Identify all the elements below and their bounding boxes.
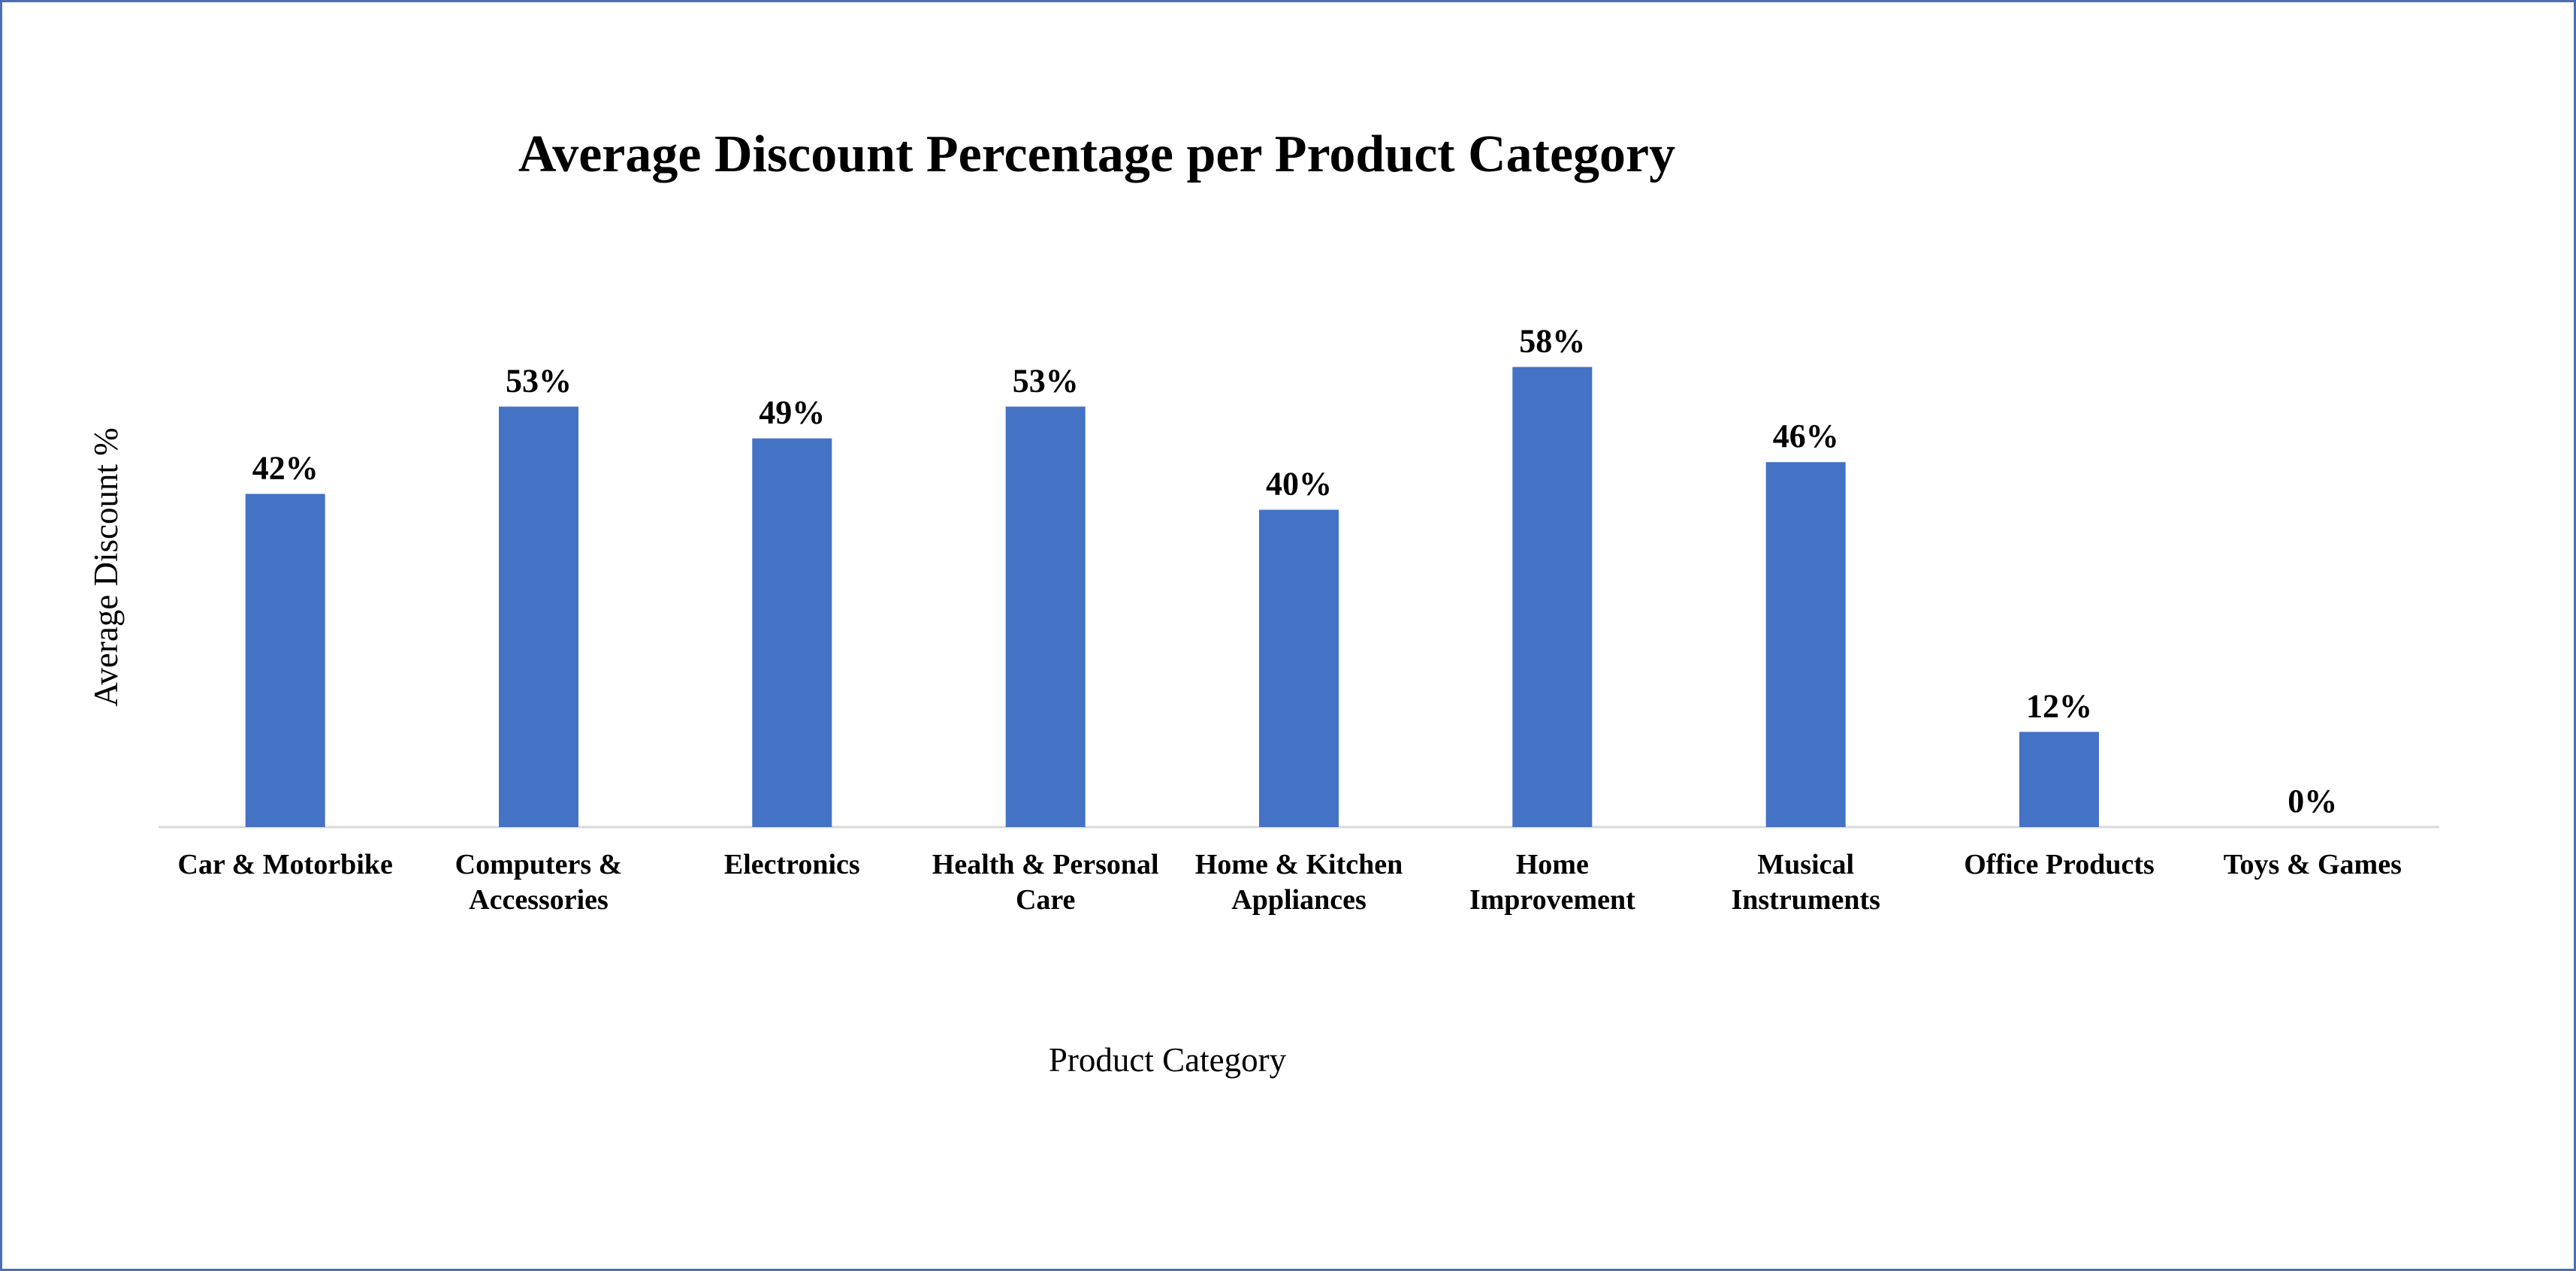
- category-tick-label-line: Computers &: [455, 849, 623, 880]
- bar-data-label: 53%: [1013, 362, 1079, 399]
- bar: [245, 494, 325, 827]
- bar: [1259, 509, 1339, 827]
- data-labels-group: 42% 53% 49% 53% 40% 58% 46% 12% 0%: [252, 323, 2338, 820]
- bar: [2019, 732, 2099, 827]
- bars-group: [245, 367, 2099, 827]
- bar: [1765, 462, 1846, 827]
- category-labels-group: Car & Motorbike Computers & Accessories Ele…: [178, 849, 2402, 916]
- category-tick-label-line: Appliances: [1231, 884, 1366, 916]
- bar-data-label: 53%: [506, 362, 572, 399]
- bar-data-label: 58%: [1519, 323, 1585, 360]
- category-tick-label-line: Home & Kitchen: [1195, 849, 1403, 880]
- chart-title: Average Discount Percentage per Product …: [518, 125, 1675, 183]
- category-tick-label-line: Electronics: [724, 849, 860, 880]
- bar-data-label: 40%: [1266, 466, 1332, 503]
- bar: [752, 438, 832, 827]
- category-tick-label-line: Health & Personal: [932, 849, 1159, 880]
- category-tick-label-line: Car & Motorbike: [178, 849, 393, 880]
- category-tick-label: Home Improvement: [1469, 849, 1635, 916]
- category-tick-label: Health & Personal Care: [932, 849, 1159, 916]
- bar: [1005, 406, 1086, 827]
- category-tick-label-line: Care: [1016, 884, 1076, 916]
- bar: [1512, 367, 1593, 827]
- bar-data-label: 12%: [2026, 687, 2092, 724]
- category-tick-label-line: Home: [1516, 849, 1589, 880]
- bar-data-label: 49%: [759, 394, 825, 431]
- x-axis-title: Product Category: [1049, 1041, 1287, 1079]
- category-tick-label-line: Musical: [1757, 849, 1854, 880]
- category-tick-label-line: Instruments: [1731, 884, 1880, 916]
- category-tick-label: Musical Instruments: [1731, 849, 1880, 916]
- y-axis-title: Average Discount %: [87, 427, 125, 707]
- category-tick-label: Car & Motorbike: [178, 849, 393, 880]
- category-tick-label: Office Products: [1964, 849, 2155, 880]
- category-tick-label-line: Office Products: [1964, 849, 2155, 880]
- bar-data-label: 46%: [1773, 418, 1839, 454]
- category-tick-label: Toys & Games: [2224, 849, 2402, 880]
- category-tick-label: Computers & Accessories: [455, 849, 623, 916]
- bar-data-label: 0%: [2288, 783, 2337, 820]
- bar-data-label: 42%: [252, 450, 319, 487]
- category-tick-label: Electronics: [724, 849, 860, 880]
- category-tick-label-line: Toys & Games: [2224, 849, 2402, 880]
- category-tick-label-line: Improvement: [1469, 884, 1635, 916]
- bar: [499, 406, 578, 827]
- category-tick-label-line: Accessories: [469, 884, 609, 916]
- category-tick-label: Home & Kitchen Appliances: [1195, 849, 1403, 916]
